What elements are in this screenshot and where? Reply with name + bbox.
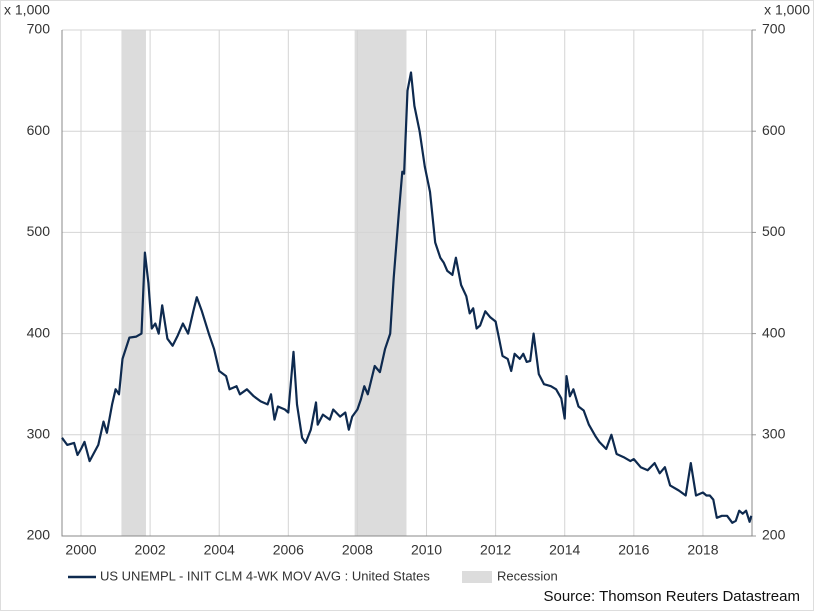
y2-tick-label: 400 (762, 324, 786, 340)
legend-label: US UNEMPL - INIT CLM 4-WK MOV AVG : Unit… (100, 568, 430, 583)
x-tick-label: 2008 (342, 542, 373, 558)
recession-band (121, 30, 146, 536)
y-tick-label: 500 (27, 223, 51, 239)
y2-tick-label: 500 (762, 223, 786, 239)
y-tick-label: 600 (27, 122, 51, 138)
y-tick-label: 300 (27, 426, 51, 442)
x-tick-label: 2012 (480, 542, 511, 558)
x-tick-label: 2018 (687, 542, 718, 558)
legend-label: Recession (497, 568, 558, 583)
legend-swatch (462, 571, 492, 583)
recession-band (354, 30, 407, 536)
x-tick-label: 2010 (411, 542, 442, 558)
x-tick-label: 2002 (135, 542, 166, 558)
y-tick-label: 700 (27, 21, 51, 37)
y2-unit-label: x 1,000 (764, 2, 810, 18)
y2-tick-label: 300 (762, 426, 786, 442)
plot-border (61, 30, 753, 537)
source: Source: Thomson Reuters Datastream (543, 588, 800, 605)
y-tick-label: 400 (27, 324, 51, 340)
x-tick-label: 2006 (273, 542, 304, 558)
x-tick-label: 2014 (549, 542, 580, 558)
x-tick-label: 2016 (618, 542, 649, 558)
x-tick-label: 2004 (204, 542, 235, 558)
y-tick-label: 200 (27, 527, 51, 543)
series-line (61, 71, 753, 524)
y-unit-label: x 1,000 (4, 2, 50, 18)
x-tick-label: 2000 (65, 542, 96, 558)
y2-tick-label: 600 (762, 122, 786, 138)
y2-tick-label: 700 (762, 21, 786, 37)
y2-tick-label: 200 (762, 527, 786, 543)
